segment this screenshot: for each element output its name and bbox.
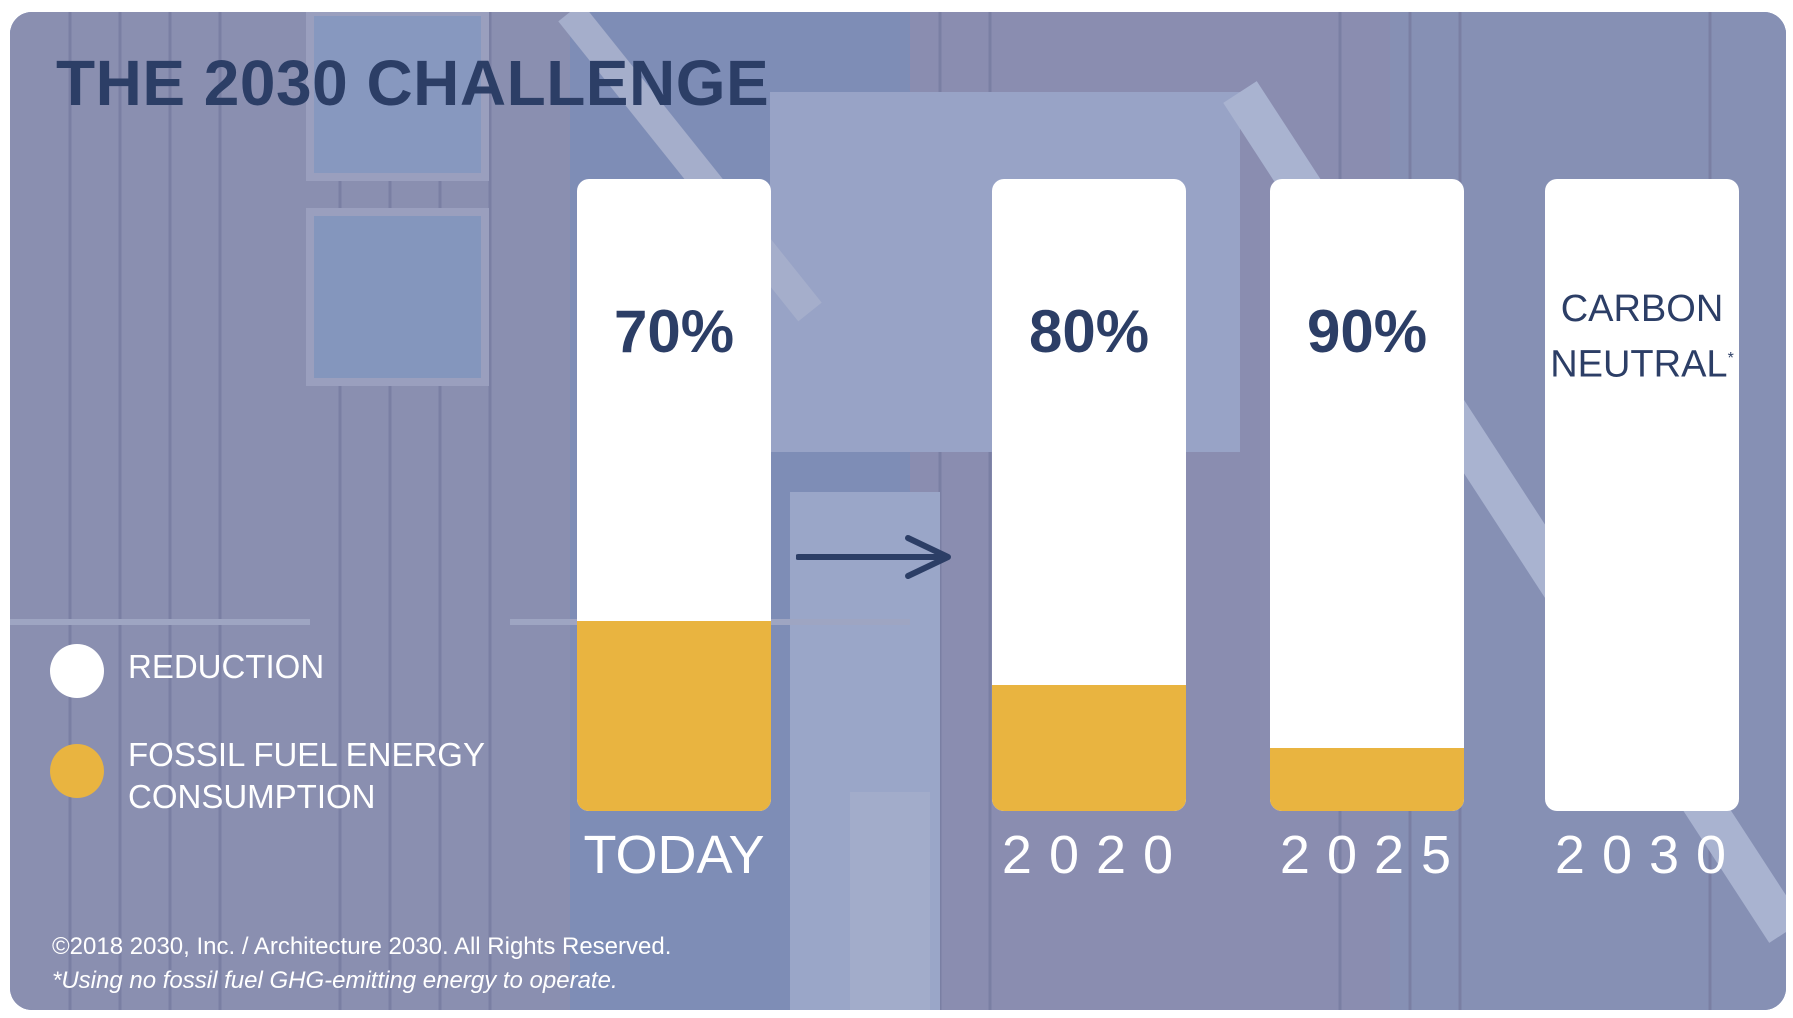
legend-swatch-reduction (50, 644, 104, 698)
copyright-text: ©2018 2030, Inc. / Architecture 2030. Al… (52, 933, 672, 960)
footnote-mark: * (1727, 350, 1734, 367)
fossil-fuel-segment-2025 (1270, 747, 1464, 811)
bar-today: 70% (577, 179, 771, 811)
footer: ©2018 2030, Inc. / Architecture 2030. Al… (52, 930, 671, 998)
category-label-2020: 2020 (1001, 825, 1191, 885)
legend-label-fossil-line1: FOSSIL FUEL ENERGY (128, 736, 485, 773)
bar-label-today: 70% (613, 298, 735, 365)
bar-label-2030: CARBON NEUTRAL* (1545, 284, 1739, 390)
legend-label-fossil-fuel: FOSSIL FUEL ENERGY CONSUMPTION (128, 734, 508, 818)
fossil-fuel-segment-2020 (992, 684, 1186, 811)
category-label-2030: 2030 (1554, 825, 1744, 885)
building-photo-background (10, 12, 1786, 1010)
arrow-right-icon (796, 535, 951, 579)
footnote-text: *Using no fossil fuel GHG-emitting energ… (52, 967, 618, 994)
bar-label-2020: 80% (1028, 298, 1150, 365)
legend-label-reduction: REDUCTION (128, 648, 325, 685)
neutral-word: NEUTRAL (1550, 343, 1728, 386)
bar-2030: CARBON NEUTRAL* (1545, 179, 1739, 811)
bar-label-2025: 90% (1306, 298, 1428, 365)
legend-label-fossil-line2: CONSUMPTION (128, 778, 376, 815)
legend-swatch-fossil-fuel (50, 744, 104, 798)
bar-2025: 90% (1270, 179, 1464, 811)
chart-card: THE 2030 CHALLENGE 70% TODAY 80% 2020 90… (10, 12, 1786, 1010)
bar-2020: 80% (992, 179, 1186, 811)
chart-title: THE 2030 CHALLENGE (56, 47, 770, 119)
category-label-2025: 2025 (1279, 825, 1469, 885)
carbon-text: CARBON (1560, 288, 1724, 330)
category-label-today: TODAY (583, 825, 765, 885)
neutral-text: NEUTRAL* (1545, 334, 1739, 390)
fossil-fuel-segment-today (577, 621, 771, 811)
